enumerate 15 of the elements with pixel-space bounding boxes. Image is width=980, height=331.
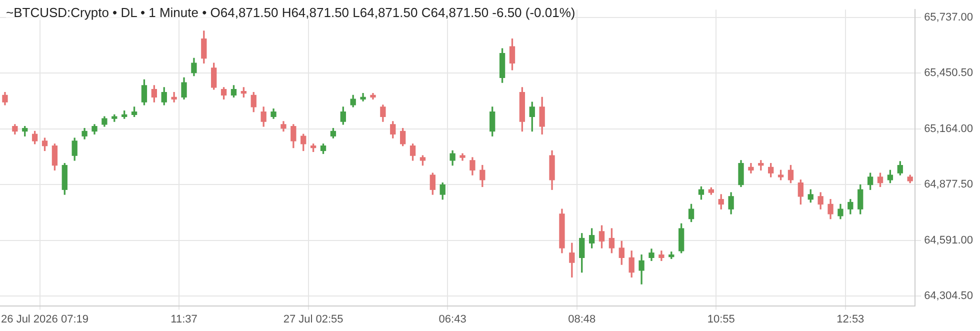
y-tick-label: 64,304.50	[924, 290, 973, 302]
x-tick-label: 12:53	[836, 313, 864, 326]
x-tick-label: 08:48	[568, 313, 596, 326]
y-tick-label: 64,877.50	[924, 178, 973, 191]
candlestick	[171, 92, 177, 102]
y-tick-label: 64,591.00	[924, 234, 973, 246]
y-tick-label: 65,164.00	[924, 122, 973, 135]
y-tick-label: 65,737.00	[924, 11, 973, 24]
x-tick-label: 10:55	[707, 313, 735, 326]
y-tick-label: 65,450.50	[924, 67, 973, 80]
x-tick-label: 11:37	[170, 313, 198, 326]
x-tick-label: 27 Jul 02:55	[283, 313, 344, 326]
chart-title: ~BTCUSD:Crypto • DL • 1 Minute • O64,871.50 H64,871.50 L64,871.50 C64,871.50 -6.50 (-0.01%)	[6, 5, 576, 20]
x-tick-label: 06:43	[438, 313, 466, 326]
x-tick-label: 26 Jul 2026 07:19	[1, 313, 88, 326]
